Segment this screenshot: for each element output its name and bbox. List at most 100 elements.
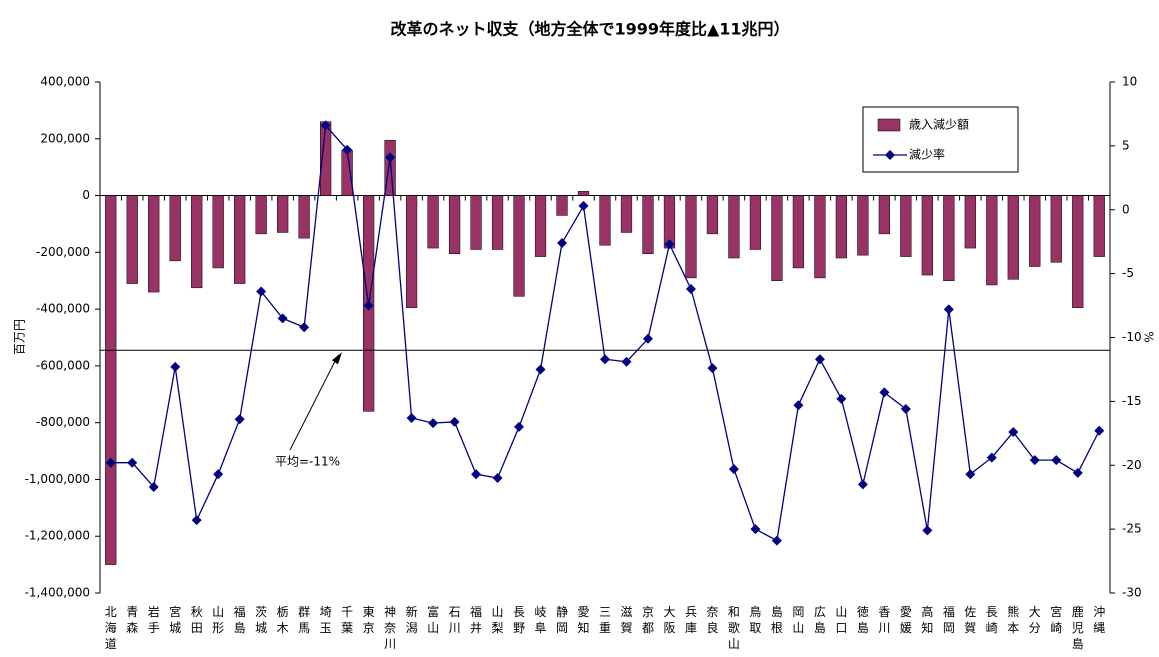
- x-tick-label: 静岡: [556, 605, 568, 635]
- marker: [213, 469, 224, 480]
- x-tick-label: 長野: [513, 605, 525, 635]
- line: [110, 123, 1100, 542]
- marker: [105, 457, 116, 468]
- y2-tick-label: -25: [1122, 522, 1142, 536]
- marker: [1094, 425, 1105, 436]
- marker: [814, 354, 825, 365]
- x-tick-label: 愛知: [578, 605, 590, 635]
- y-tick-label: 200,000: [40, 131, 90, 145]
- x-tick-label: 新潟: [406, 604, 418, 635]
- x-tick-label: 広島: [814, 605, 826, 635]
- annotation: 平均=-11%: [275, 455, 340, 469]
- y2-tick-label: -10: [1122, 330, 1142, 344]
- bar: [599, 195, 611, 246]
- x-tick-label: 石川: [449, 605, 461, 635]
- bar: [1093, 195, 1105, 257]
- marker: [621, 356, 632, 367]
- bar: [212, 195, 224, 269]
- bar: [427, 195, 439, 249]
- bar: [1007, 195, 1019, 280]
- x-tick-label: 長崎: [986, 605, 998, 635]
- y-tick-label: -1,000,000: [25, 472, 90, 486]
- marker: [428, 418, 439, 429]
- bar: [126, 195, 138, 284]
- marker: [234, 414, 245, 425]
- y-tick-label: 400,000: [40, 75, 90, 89]
- y2-tick-label: -5: [1122, 266, 1134, 280]
- bar: [706, 195, 719, 235]
- bar: [384, 139, 396, 196]
- marker: [943, 304, 954, 315]
- x-tick-label: 京都: [642, 605, 654, 635]
- x-tick-label: 愛媛: [900, 605, 912, 635]
- x-tick-label: 福島: [234, 604, 246, 635]
- marker: [170, 361, 181, 372]
- x-tick-label: 沖縄: [1093, 605, 1105, 635]
- y2-tick-label: 0: [1122, 202, 1130, 216]
- x-tick-label: 大分: [1029, 605, 1041, 635]
- x-tick-label: 岩手: [148, 604, 160, 635]
- bar: [749, 195, 762, 250]
- bar: [556, 195, 568, 216]
- x-tick-label: 山形: [212, 605, 224, 635]
- marker: [1029, 455, 1040, 466]
- bar: [277, 195, 289, 233]
- bar: [620, 195, 633, 233]
- bar: [921, 195, 933, 276]
- bar: [448, 195, 461, 255]
- y-tick-label: -400,000: [36, 302, 90, 316]
- bar: [470, 195, 482, 250]
- marker: [836, 393, 847, 404]
- x-tick-label: 鳥取: [749, 604, 761, 635]
- marker: [965, 469, 976, 480]
- marker: [320, 120, 331, 131]
- bar: [405, 195, 418, 308]
- marker: [535, 364, 546, 375]
- marker: [685, 283, 696, 294]
- bar: [298, 195, 310, 239]
- x-tick-label: 香川: [878, 605, 890, 635]
- bar: [814, 195, 826, 279]
- x-tick-label: 徳島: [857, 604, 869, 635]
- x-tick-label: 栃木: [277, 605, 289, 635]
- chart-title: 改革のネット収支（地方全体で1999年度比▲11兆円）: [390, 20, 789, 39]
- bar: [1050, 195, 1062, 263]
- bar: [878, 195, 890, 235]
- bar: [169, 195, 181, 262]
- marker: [492, 473, 503, 484]
- x-tick-label: 埼玉: [320, 605, 332, 635]
- marker: [127, 457, 138, 468]
- marker: [600, 354, 610, 365]
- x-tick-label: 山口: [835, 605, 847, 635]
- bar: [255, 195, 267, 235]
- bar: [534, 195, 547, 257]
- x-tick-label: 鹿児島: [1072, 604, 1084, 651]
- x-tick-label: 東京: [363, 605, 375, 635]
- bar: [148, 195, 160, 293]
- marker: [578, 200, 589, 211]
- bar: [792, 195, 805, 269]
- bar: [900, 195, 912, 257]
- marker: [879, 387, 890, 398]
- y-axis-label: 百万円: [13, 319, 27, 355]
- x-tick-label: 佐賀: [964, 605, 976, 635]
- x-tick-label: 富山: [427, 604, 439, 635]
- bar: [234, 195, 246, 284]
- marker: [1008, 427, 1019, 438]
- x-tick-label: 福岡: [943, 604, 955, 635]
- marker: [277, 313, 288, 324]
- marker: [1051, 455, 1062, 466]
- x-tick-label: 秋田: [191, 605, 203, 635]
- legend-label: 減少率: [909, 147, 945, 162]
- legend-label: 歳入減少額: [909, 117, 969, 132]
- y-tick-label: -200,000: [36, 245, 90, 259]
- x-tick-label: 三重: [599, 605, 611, 635]
- y-tick-label: -800,000: [36, 415, 90, 429]
- x-tick-label: 高知: [921, 604, 933, 635]
- marker: [642, 333, 653, 344]
- x-tick-label: 神奈川: [384, 605, 396, 651]
- marker: [342, 144, 353, 155]
- legend-box: [862, 106, 1019, 173]
- bar: [1029, 195, 1041, 267]
